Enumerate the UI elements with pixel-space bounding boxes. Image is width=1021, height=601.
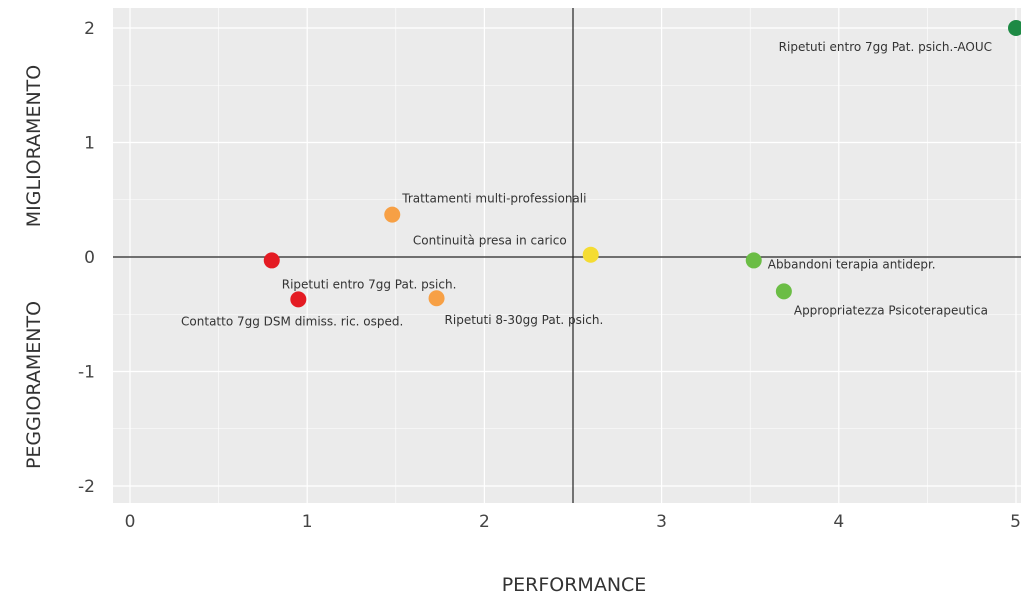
x-tick-label: 1 — [302, 512, 313, 532]
reference-lines — [113, 8, 1021, 503]
x-tick-label: 2 — [479, 512, 490, 532]
point-label: Ripetuti 8-30gg Pat. psich. — [445, 313, 604, 327]
grid-lines — [113, 8, 1021, 503]
x-tick-label: 3 — [656, 512, 667, 532]
point-label: Trattamenti multi-professionali — [401, 192, 586, 206]
point-label: Abbandoni terapia antidepr. — [768, 257, 936, 271]
tick-labels: 0 1 2 3 4 5 -2 -1 0 1 2 — [78, 19, 1021, 532]
x-tick-label: 0 — [125, 512, 136, 532]
data-point — [384, 206, 401, 223]
point-labels: Ripetuti entro 7gg Pat. psich.-AOUC Tratt… — [181, 40, 992, 328]
data-point — [582, 246, 599, 263]
point-label: Continuità presa in carico — [413, 234, 567, 248]
point-label: Appropriatezza Psicoterapeutica — [794, 303, 988, 317]
y-tick-label: -1 — [78, 363, 95, 383]
data-point — [263, 252, 280, 269]
data-point — [745, 252, 762, 269]
x-tick-label: 5 — [1010, 512, 1021, 532]
y-tick-label: 0 — [84, 248, 95, 268]
y-axis-title-top: MIGLIORAMENTO — [23, 65, 45, 227]
x-tick-label: 4 — [833, 512, 844, 532]
y-tick-label: -2 — [78, 477, 95, 497]
y-tick-label: 2 — [84, 19, 95, 39]
data-point — [428, 290, 445, 307]
point-label: Contatto 7gg DSM dimiss. ric. osped. — [181, 314, 403, 328]
y-tick-label: 1 — [84, 134, 95, 154]
data-point — [1008, 20, 1021, 36]
x-axis-title: PERFORMANCE — [502, 574, 647, 596]
y-axis-title-bottom: PEGGIORAMENTO — [23, 301, 45, 469]
data-point — [775, 283, 792, 300]
point-label: Ripetuti entro 7gg Pat. psich.-AOUC — [779, 40, 992, 54]
plot-background — [113, 8, 1021, 503]
data-points — [263, 20, 1021, 308]
point-label: Ripetuti entro 7gg Pat. psich. — [282, 277, 457, 291]
data-point — [290, 291, 307, 308]
